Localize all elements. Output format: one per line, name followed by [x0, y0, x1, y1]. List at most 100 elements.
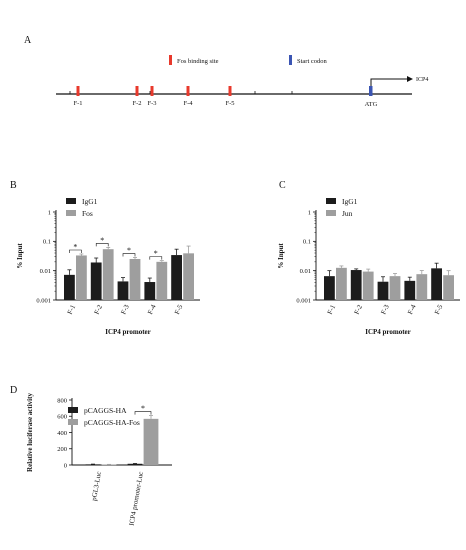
x-tick-label: pGL3-Luc — [90, 471, 103, 501]
tss-arrow-line — [370, 78, 407, 86]
binding-site-marker — [135, 86, 139, 96]
bar — [362, 271, 374, 300]
significance-star: * — [127, 246, 131, 255]
bar — [389, 276, 401, 300]
binding-site-label: F-5 — [225, 100, 234, 107]
x-axis-title: ICP4 promoter — [365, 328, 411, 336]
chart-panel-d: 0 200 400 600 800 Relative luciferase activit… — [26, 393, 172, 526]
y-tick-label: 0.1 — [43, 239, 51, 246]
y-tick-label: 1 — [48, 209, 51, 216]
bar — [102, 249, 114, 300]
x-tick-label: F-2 — [353, 303, 365, 316]
y-tick-label: 0.01 — [300, 268, 311, 275]
bar — [156, 261, 168, 300]
y-tick-label: 400 — [57, 430, 67, 437]
binding-site-marker — [186, 86, 190, 96]
legend-swatch — [68, 407, 78, 413]
significance-star: * — [141, 404, 145, 413]
panel-label-b: B — [10, 180, 17, 191]
significance-bracket — [69, 249, 82, 253]
x-tick-label: F-2 — [93, 303, 105, 316]
panel-label-c: C — [279, 180, 286, 191]
x-tick-label: F-4 — [406, 303, 418, 316]
bar — [431, 268, 442, 300]
y-tick-label: 0.1 — [303, 239, 311, 246]
bar — [350, 270, 362, 300]
legend-site-label: Fos binding site — [177, 58, 219, 65]
y-tick-label: 800 — [57, 397, 67, 404]
bar — [183, 253, 194, 300]
bar — [90, 262, 102, 300]
tss-arrow-head — [407, 76, 413, 82]
binding-site-label: F-1 — [73, 100, 82, 107]
y-tick-label: 200 — [57, 446, 67, 453]
x-tick-label: F-5 — [173, 303, 185, 316]
panel-label-a: A — [24, 35, 32, 46]
x-tick-label: F-1 — [66, 303, 78, 316]
y-tick-label: 0.001 — [296, 297, 311, 304]
significance-star: * — [100, 236, 104, 245]
panel-label-d: D — [10, 385, 17, 396]
start-codon-marker — [369, 86, 373, 96]
x-tick-label: F-1 — [326, 303, 338, 316]
legend-label: Fos — [82, 209, 93, 218]
binding-site-label: F-3 — [147, 100, 156, 107]
significance-bracket — [134, 411, 152, 415]
y-axis-title: Relative luciferase activity — [26, 393, 34, 472]
y-tick-label: 0 — [64, 462, 67, 469]
bar — [76, 255, 87, 300]
bar — [129, 258, 141, 300]
gene-label: ICP4 — [416, 77, 428, 83]
significance-bracket — [122, 253, 136, 257]
bar — [64, 274, 75, 300]
y-tick-label: 0.001 — [36, 297, 51, 304]
bar — [377, 281, 389, 300]
x-tick-label: F-3 — [119, 303, 131, 316]
promoter-map: Fos binding site Start codon F-1 F-2 F-3 F-4 F… — [56, 55, 428, 108]
legend-site-swatch — [169, 55, 172, 65]
chart-panel-b: 0.001 0.01 0.1 1 % Input ICP4 promoter F-1 F-2 F… — [16, 197, 200, 336]
bar — [117, 281, 129, 300]
bar — [443, 275, 454, 300]
bar — [336, 267, 347, 300]
x-tick-label: F-3 — [379, 303, 391, 316]
legend-swatch — [326, 210, 336, 216]
atg-label: ATG — [365, 101, 378, 108]
y-axis-title: % Input — [277, 243, 285, 269]
binding-site-marker — [76, 86, 80, 96]
bar — [101, 464, 117, 466]
legend-label: IgG1 — [82, 197, 98, 206]
x-tick-label: F-5 — [433, 303, 445, 316]
bar — [171, 255, 182, 300]
binding-site-marker — [228, 86, 232, 96]
legend-codon-label: Start codon — [297, 58, 328, 65]
legend-label: IgG1 — [342, 197, 358, 206]
legend-swatch — [66, 210, 76, 216]
significance-bracket — [149, 256, 163, 260]
bar — [127, 463, 143, 465]
significance-star: * — [154, 249, 158, 258]
binding-site-marker — [150, 86, 154, 96]
x-tick-label: ICP4 promoter-Luc — [128, 471, 145, 526]
chart-panel-c: 0.001 0.01 0.1 1 % Input ICP4 promoter F-1 F-2 F… — [277, 197, 460, 336]
bar — [404, 280, 416, 300]
bar — [416, 274, 428, 300]
binding-site-label: F-2 — [132, 100, 141, 107]
x-tick-label: F-4 — [146, 303, 158, 316]
x-axis-title: ICP4 promoter — [105, 328, 151, 336]
bar — [85, 464, 101, 465]
y-tick-label: 0.01 — [40, 268, 51, 275]
legend-label: Jun — [342, 209, 353, 218]
y-axis-title: % Input — [16, 243, 24, 269]
legend-label: pCAGGS-HA — [84, 406, 127, 415]
bar — [324, 276, 335, 300]
bar — [144, 282, 156, 300]
y-tick-label: 600 — [57, 414, 67, 421]
bar — [143, 418, 159, 465]
y-tick-label: 1 — [308, 209, 311, 216]
legend-label: pCAGGS-HA-Fos — [84, 418, 140, 427]
significance-bracket — [95, 243, 109, 247]
legend-codon-swatch — [289, 55, 292, 65]
binding-site-label: F-4 — [183, 100, 193, 107]
